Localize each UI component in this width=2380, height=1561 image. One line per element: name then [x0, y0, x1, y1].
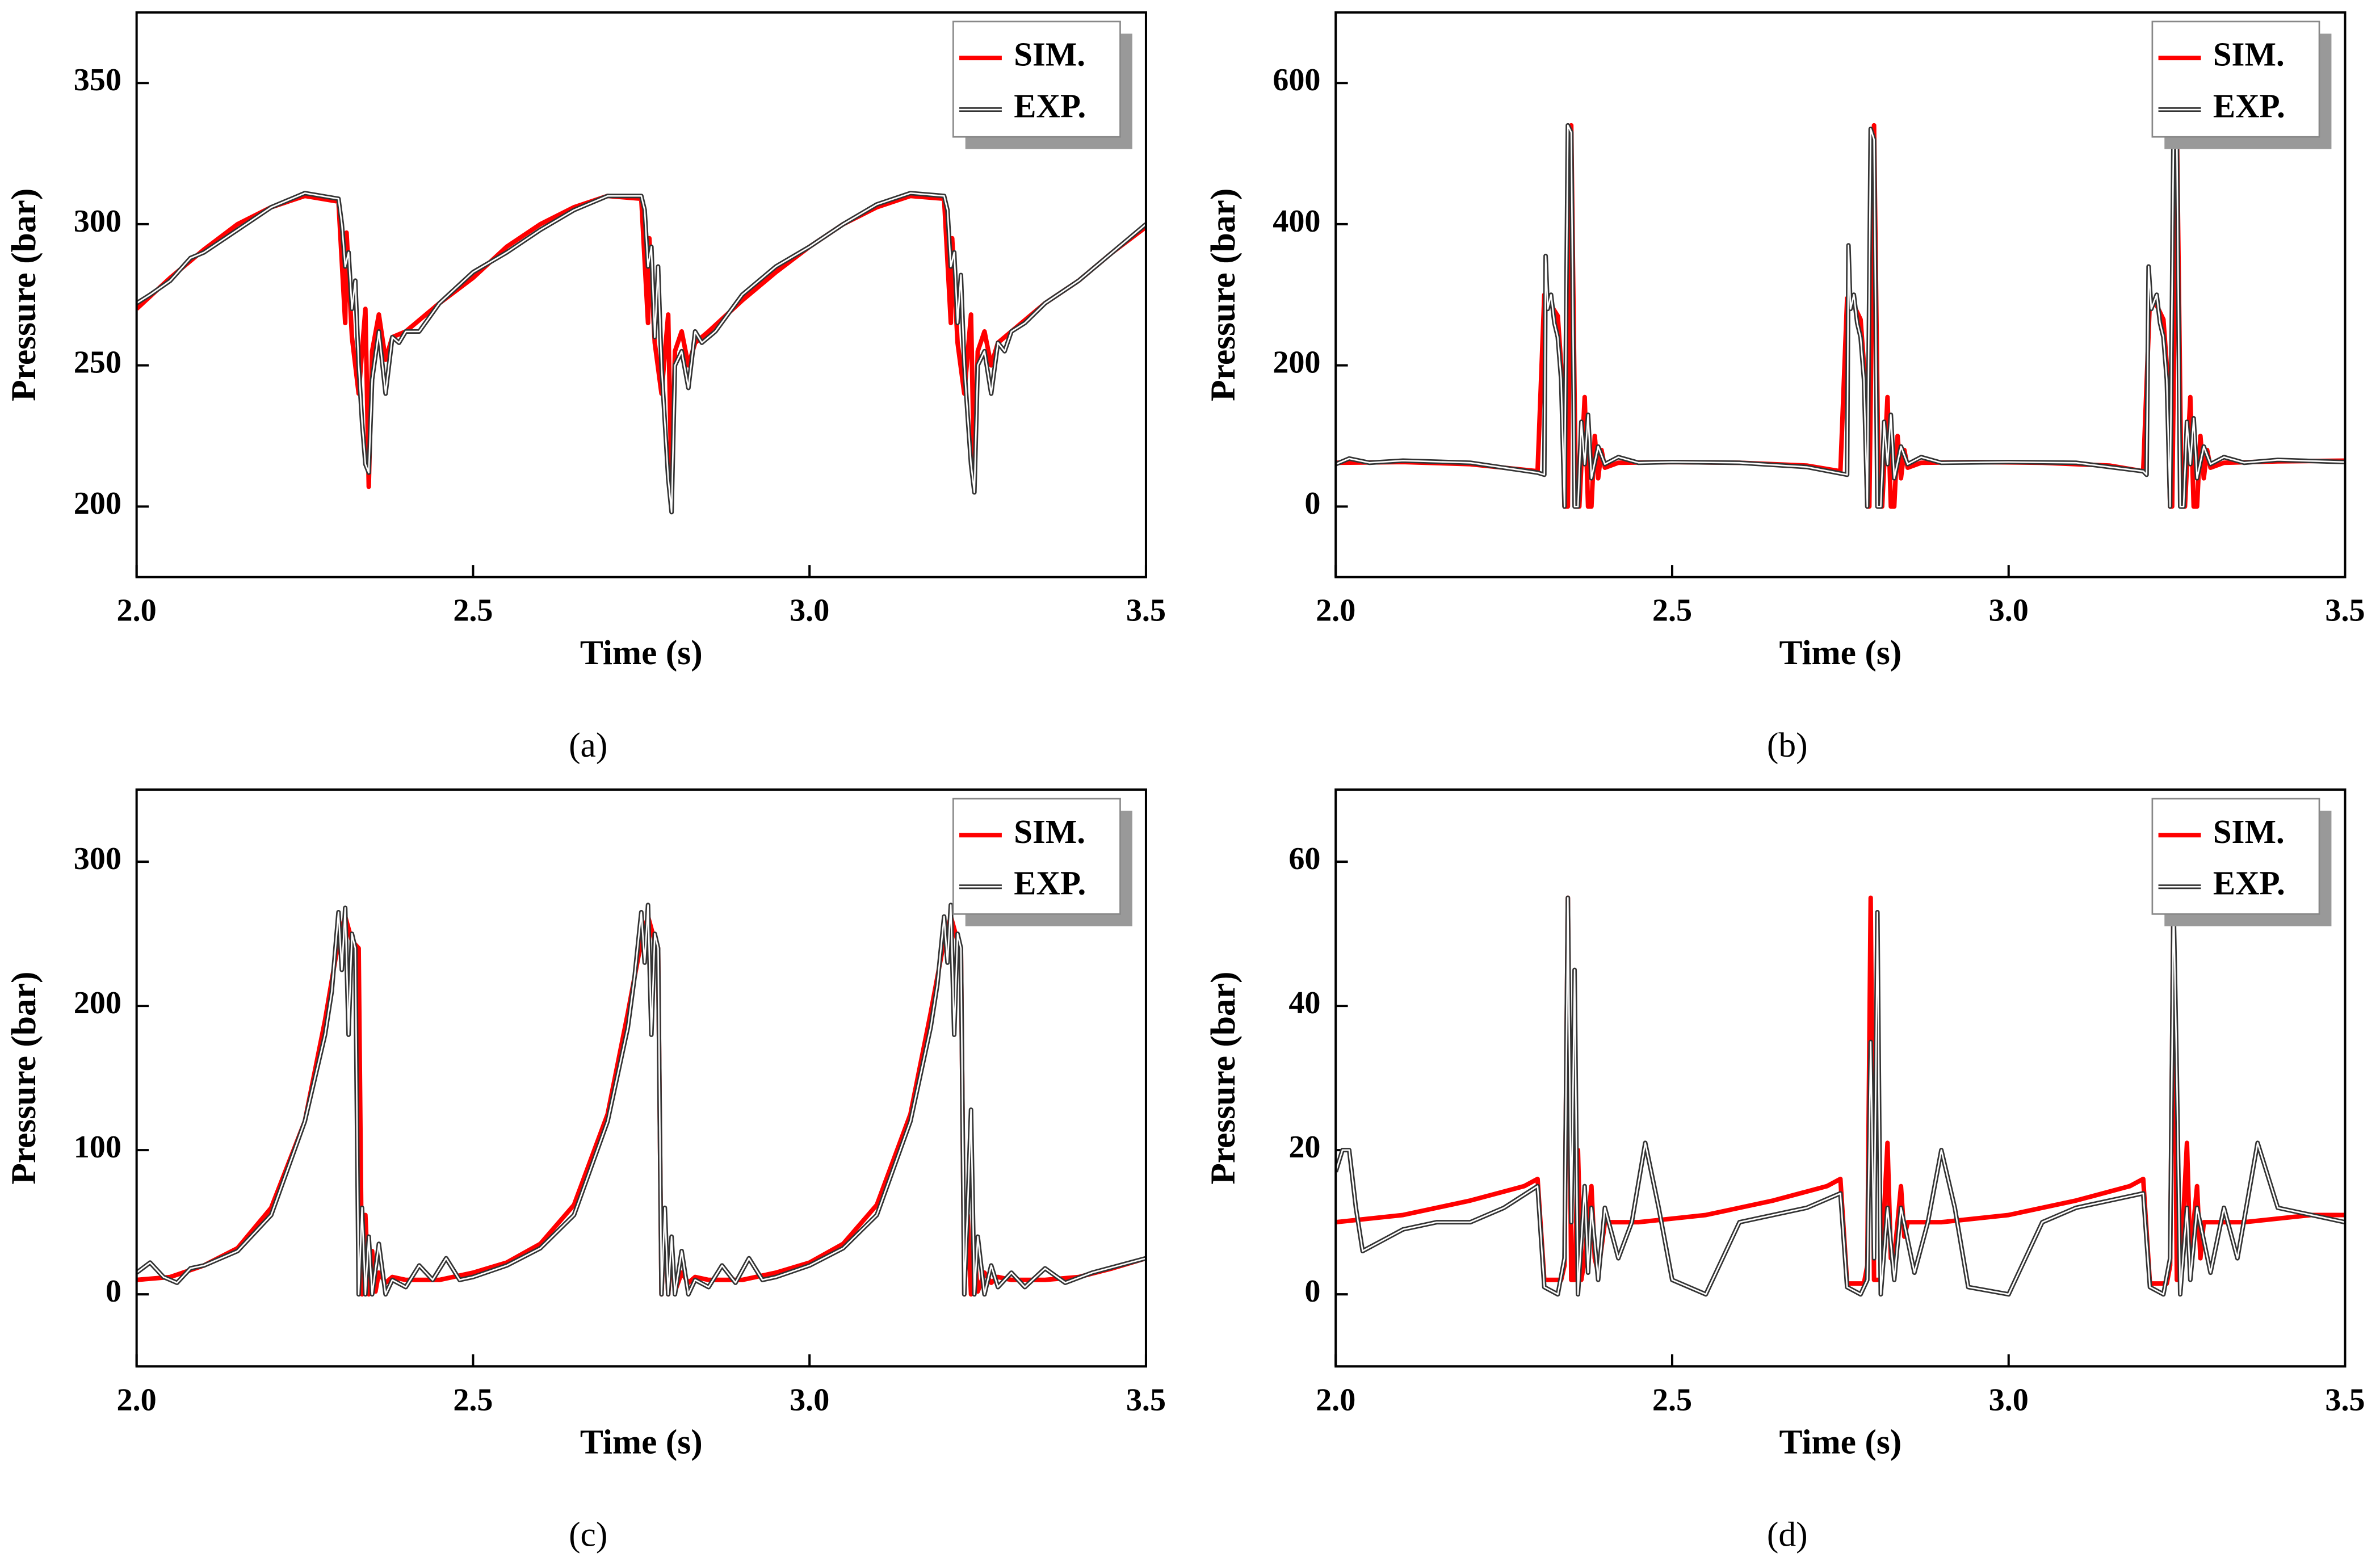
x-tick-label: 3.0: [790, 593, 829, 628]
exp-line-outline: [1336, 895, 2345, 1297]
y-tick-label: 600: [1273, 62, 1320, 98]
y-tick-label: 200: [74, 985, 121, 1021]
x-tick-label: 2.5: [1652, 1382, 1692, 1417]
legend-label: EXP.: [2213, 865, 2285, 902]
x-tick-label: 2.0: [1316, 1382, 1355, 1417]
x-tick-label: 3.0: [790, 1382, 829, 1417]
x-tick-label: 3.5: [2325, 593, 2365, 628]
legend-label: EXP.: [1014, 88, 1086, 125]
legend-label: SIM.: [1014, 36, 1085, 73]
sim-line: [136, 914, 1146, 1297]
y-tick-label: 0: [1304, 1274, 1320, 1309]
exp-line-outline: [136, 903, 1146, 1297]
exp-line-outline: [136, 191, 1146, 515]
legend-box: [952, 20, 1121, 138]
x-tick-label: 3.0: [1989, 1382, 2029, 1417]
y-axis-label: Pressure (bar): [1204, 972, 1243, 1185]
caption: (d): [1767, 1515, 1808, 1554]
x-tick-label: 2.0: [1316, 593, 1355, 628]
x-tick-label: 2.0: [117, 593, 157, 628]
exp-line-inner: [1336, 897, 2345, 1295]
axes-frame: [135, 11, 1147, 578]
exp-line-inner: [136, 192, 1146, 513]
y-tick-label: 0: [106, 1274, 121, 1309]
x-tick-label: 2.0: [117, 1382, 157, 1417]
axes-frame: [135, 788, 1147, 1368]
y-axis-label: Pressure (bar): [5, 188, 43, 401]
legend-label: SIM.: [2213, 36, 2285, 73]
axes-frame: [1334, 11, 2347, 578]
legend-label: EXP.: [1014, 865, 1086, 902]
y-tick-label: 60: [1288, 841, 1320, 876]
y-tick-label: 350: [74, 62, 121, 98]
x-axis-label: Time (s): [1779, 1422, 1902, 1461]
x-tick-label: 2.5: [453, 593, 493, 628]
axes-frame: [1334, 788, 2347, 1368]
x-axis-label: Time (s): [580, 1422, 703, 1461]
y-tick-label: 40: [1288, 985, 1320, 1021]
y-tick-label: 300: [74, 841, 121, 876]
x-tick-label: 3.5: [1126, 1382, 1166, 1417]
caption: (b): [1767, 726, 1808, 765]
plot-area: [1336, 895, 2345, 1297]
y-tick-label: 200: [1273, 345, 1320, 380]
y-tick-label: 200: [74, 486, 121, 521]
y-axis-label: Pressure (bar): [1204, 188, 1243, 401]
y-tick-label: 300: [74, 204, 121, 239]
plot-area: [136, 191, 1146, 515]
legend-box: [952, 798, 1121, 915]
caption: (c): [569, 1515, 607, 1554]
y-tick-label: 100: [74, 1130, 121, 1165]
legend-box: [2151, 798, 2320, 915]
legend-label: SIM.: [1014, 813, 1085, 850]
legend-box: [2151, 20, 2320, 138]
legend-label: EXP.: [2213, 88, 2285, 125]
x-tick-label: 3.5: [2325, 1382, 2365, 1417]
plot-area: [1336, 123, 2345, 509]
y-axis-label: Pressure (bar): [5, 972, 43, 1185]
legend-label: SIM.: [2213, 813, 2285, 850]
x-axis-label: Time (s): [1779, 633, 1902, 672]
exp-line-inner: [136, 904, 1146, 1295]
y-tick-label: 0: [1304, 486, 1320, 521]
plot-area: [136, 903, 1146, 1297]
y-tick-label: 400: [1273, 204, 1320, 239]
x-tick-label: 2.5: [1652, 593, 1692, 628]
y-tick-label: 20: [1288, 1130, 1320, 1165]
x-tick-label: 3.0: [1989, 593, 2029, 628]
x-tick-label: 3.5: [1126, 593, 1166, 628]
x-tick-label: 2.5: [453, 1382, 493, 1417]
x-axis-label: Time (s): [580, 633, 703, 672]
caption: (a): [569, 726, 607, 765]
sim-line: [136, 194, 1146, 495]
y-tick-label: 250: [74, 345, 121, 380]
